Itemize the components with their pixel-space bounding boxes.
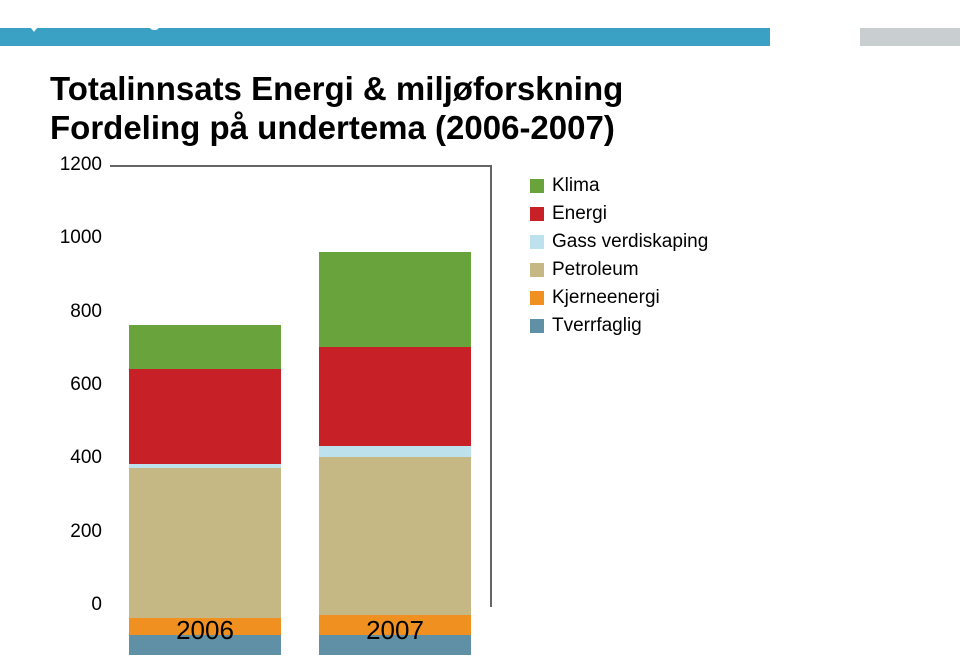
page-title: Totalinnsats Energi & miljøforskning For… [50,70,920,148]
y-tick: 1000 [60,227,102,249]
bar-segment-gass [319,446,471,457]
legend-item-tverr: Tverrfaglig [530,315,910,337]
legend-item-petroleum: Petroleum [530,259,910,281]
legend-label: Kjerneenergi [552,287,660,309]
bar-segment-klima [319,252,471,347]
legend-item-gass: Gass verdiskaping [530,231,910,253]
bar-segment-petroleum [319,457,471,615]
y-tick: 1200 [60,154,102,176]
bar [319,252,471,655]
chart: 020040060080010001200 20062007 KlimaEner… [50,165,920,655]
header-stripe-grey [860,28,960,46]
legend-swatch [530,291,544,305]
legend-swatch [530,207,544,221]
bar-segment-energi [129,369,281,464]
y-tick: 800 [70,301,102,323]
y-tick: 400 [70,447,102,469]
legend-item-kjerne: Kjerneenergi [530,287,910,309]
legend-item-energi: Energi [530,203,910,225]
legend-label: Energi [552,203,607,225]
logo-icon [20,6,48,34]
bars-container [110,215,490,655]
legend-label: Klima [552,175,600,197]
x-label: 2007 [319,615,471,646]
legend-swatch [530,319,544,333]
legend-label: Tverrfaglig [552,315,642,337]
y-tick: 200 [70,521,102,543]
brand-name: Forskningsrådet [56,9,228,32]
legend-item-klima: Klima [530,175,910,197]
legend-swatch [530,263,544,277]
y-tick: 600 [70,374,102,396]
bar [129,325,281,655]
header: Forskningsrådet [0,0,960,52]
title-line-1: Totalinnsats Energi & miljøforskning [50,70,623,107]
legend-swatch [530,179,544,193]
x-label: 2006 [129,615,281,646]
title-line-2: Fordeling på undertema (2006-2007) [50,109,615,146]
bar-segment-petroleum [129,468,281,618]
legend: Klima Energi Gass verdiskaping Petroleum Kje… [530,175,910,343]
x-axis: 2006 2007 [110,609,490,649]
y-axis: 020040060080010001200 [50,165,110,605]
legend-label: Gass verdiskaping [552,231,708,253]
bar-segment-klima [129,325,281,369]
brand-logo: Forskningsrådet [20,6,228,34]
bar-segment-energi [319,347,471,446]
legend-label: Petroleum [552,259,639,281]
legend-swatch [530,235,544,249]
y-tick: 0 [91,594,102,616]
